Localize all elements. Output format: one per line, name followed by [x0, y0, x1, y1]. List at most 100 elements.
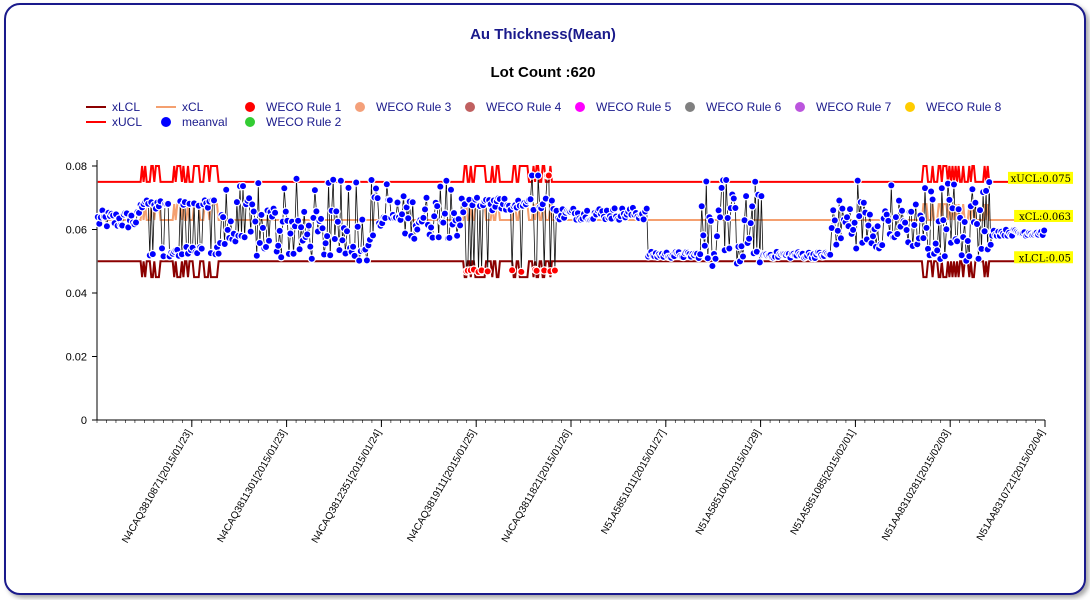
meanval-point [748, 202, 757, 211]
meanval-point [157, 244, 167, 253]
meanval-point [446, 185, 456, 194]
meanval-point [907, 207, 916, 216]
meanval-point [911, 200, 921, 209]
meanval-point [332, 207, 341, 216]
meanval-point [397, 209, 407, 219]
chart-frame [4, 3, 1086, 595]
meanval-point [316, 214, 326, 224]
x-tick-label: N4CAQ3811301[2015/01/23] [216, 428, 290, 545]
ucl-line [97, 165, 1045, 183]
meanval-point [214, 249, 223, 258]
meanval-point [226, 217, 235, 226]
rule1-point [532, 266, 541, 275]
legend-label-weco-rule-1: WECO Rule 1 [266, 100, 342, 114]
meanval-point [842, 213, 852, 222]
legend-swatch-weco-rule-3 [355, 102, 365, 112]
meanval-point [277, 253, 286, 262]
meanval-point [240, 232, 249, 242]
meanval-point [697, 202, 706, 211]
meanval-point [928, 195, 937, 204]
meanval-point [270, 208, 280, 217]
legend-label-meanval: meanval [182, 115, 227, 129]
meanval-point [163, 199, 173, 209]
meanval-point [919, 233, 928, 243]
meanval-point [980, 226, 989, 236]
meanval-point [246, 227, 255, 236]
meanval-point [321, 238, 330, 248]
meanval-point [358, 215, 367, 224]
rule1-point [483, 267, 492, 276]
meanval-point [439, 218, 448, 227]
meanval-point [258, 223, 268, 233]
meanval-point [832, 240, 841, 249]
ucl-label-box [1008, 171, 1073, 184]
meanval-point [362, 256, 372, 265]
meanval-point [413, 225, 422, 234]
y-tick-label: 0 [81, 415, 87, 427]
x-tick-label: N4CAQ3812351[2015/01/24] [310, 428, 384, 545]
meanval-point [547, 196, 557, 205]
meanval-point [968, 185, 977, 194]
meanval-point [353, 222, 362, 231]
meanval-point [255, 238, 264, 248]
meanval-point [868, 232, 878, 241]
meanval-point [393, 198, 402, 207]
meanval-point [891, 212, 901, 222]
meanval-point [348, 242, 358, 251]
lcl-line [97, 260, 1045, 279]
meanval-point [352, 178, 361, 187]
meanval-point [865, 210, 875, 219]
meanval-point [931, 239, 940, 248]
meanval-point [699, 231, 708, 240]
meanval-point [708, 261, 717, 271]
meanval-point [975, 205, 985, 215]
meanval-point [344, 183, 353, 193]
meanval-point [830, 216, 840, 225]
meanval-point [220, 239, 229, 249]
meanval-point [712, 231, 722, 241]
meanval-point [533, 171, 543, 180]
meanval-point [445, 233, 454, 243]
legend-label-weco-rule-5: WECO Rule 5 [596, 100, 672, 114]
meanval-point [963, 236, 973, 246]
meanval-point [910, 220, 919, 230]
meanval-point [738, 252, 748, 261]
meanval-point [330, 234, 339, 244]
x-tick-label: N51AA8310721[2015/02/04] [975, 428, 1048, 543]
meanval-point [933, 246, 942, 255]
meanval-point [850, 218, 859, 227]
meanval-point [433, 201, 442, 211]
meanval-point [917, 214, 927, 224]
meanval-point [731, 203, 740, 213]
meanval-point [717, 183, 726, 193]
meanval-point [326, 250, 335, 260]
x-tick-label: N51A5851001[2015/01/29] [694, 428, 763, 537]
legend-swatch-weco-rule-6 [685, 102, 695, 112]
meanval-point [275, 226, 284, 236]
meanval-point [920, 183, 930, 193]
meanval-point [926, 187, 936, 196]
meanval-point [829, 206, 838, 215]
meanval-point [251, 217, 260, 226]
rule1-point [507, 266, 517, 275]
legend-label-weco-rule-2: WECO Rule 2 [266, 115, 342, 129]
meanval-point [131, 218, 141, 227]
x-tick-label: N4CAQ3811821[2015/01/26] [500, 428, 574, 545]
meanval-point [295, 245, 304, 254]
x-tick-label: N51A5851011[2015/01/27] [599, 428, 668, 537]
meanval-point [971, 198, 980, 207]
legend-label-xucl: xUCL [112, 115, 142, 129]
meanval-point [223, 225, 232, 235]
meanval-point [289, 249, 298, 258]
meanval-point [218, 212, 228, 222]
meanval-point [307, 254, 316, 263]
meanval-point [715, 212, 725, 222]
legend-label-xcl: xCL [182, 100, 204, 114]
rule1-point [544, 171, 554, 180]
meanval-point [442, 176, 451, 185]
meanval-point [900, 218, 910, 227]
meanval-point [232, 197, 242, 207]
legend-swatch-weco-rule-8 [905, 102, 915, 112]
y-tick-label: 0.08 [66, 161, 87, 173]
meanval-point [887, 181, 896, 190]
